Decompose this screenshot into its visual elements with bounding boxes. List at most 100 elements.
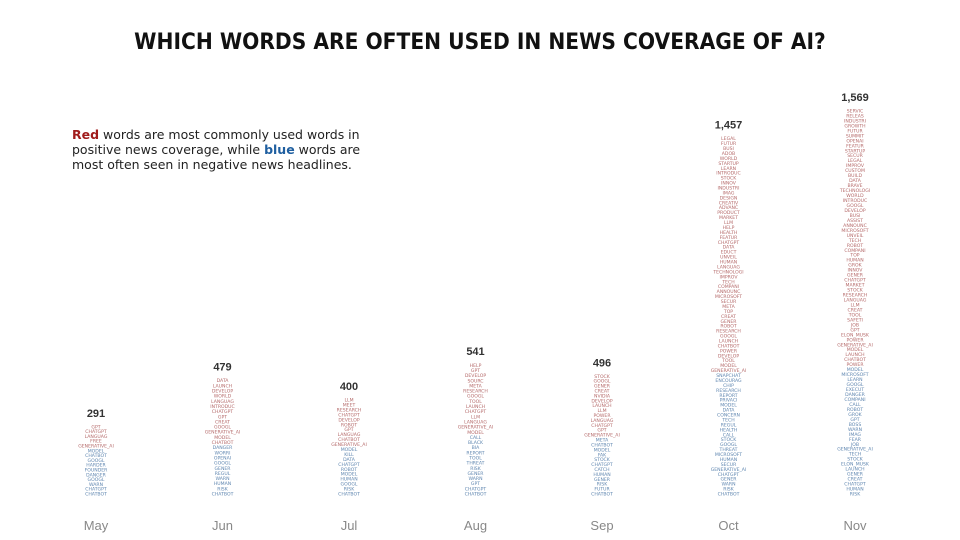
word-label: GOOGL <box>720 442 737 448</box>
word-label: WORLD <box>846 193 864 199</box>
word-label: GENERATIVE_AI <box>205 430 241 436</box>
word-label: GPT <box>471 368 480 374</box>
word-label: GENER <box>468 471 485 477</box>
word-column-aug: HELPGPTDEVELOPSOURCMETARESEARCHGOOGLTOOL… <box>458 363 494 498</box>
word-label: PRIVACI <box>720 398 738 404</box>
word-label: OPENAI <box>214 455 231 461</box>
word-label: RESEARCH <box>716 329 741 335</box>
word-label: WARN <box>215 476 229 482</box>
word-label: FOUNDER <box>85 468 108 474</box>
word-label: MODEL <box>847 347 864 353</box>
word-label: GENERATIVE_AI <box>711 467 747 473</box>
word-label: CREATIV <box>719 200 739 206</box>
word-label: GROWTH <box>844 123 865 129</box>
word-label: STOCK <box>721 437 738 443</box>
word-label: GPT <box>850 417 859 423</box>
word-label: DATA <box>723 245 736 251</box>
word-column-may: GPTCHATGPTLANGUAGFREEGENERATIVE_AIMODELC… <box>78 424 114 497</box>
word-label: GENER <box>594 384 611 390</box>
word-label: RESEARCH <box>843 293 868 299</box>
word-label: ADOB <box>722 151 735 157</box>
month-label-oct: Oct <box>718 518 739 533</box>
word-label: COMPANI <box>844 248 865 254</box>
word-label: UNVEIL <box>847 233 864 239</box>
word-label: WORRI <box>215 450 231 456</box>
word-label: GENERATIVE_AI <box>584 433 620 439</box>
word-label: CHATGPT <box>844 482 866 488</box>
word-label: SECUR <box>721 299 737 305</box>
word-label: WORLD <box>720 156 738 162</box>
word-label: GROK <box>848 263 862 269</box>
word-label: WARN <box>848 427 862 433</box>
word-label: RISK <box>344 487 355 493</box>
word-label: SOURC <box>467 378 483 384</box>
word-label: SECUR <box>721 462 737 468</box>
legend-red-word: Red <box>72 127 100 142</box>
word-label: DEVELOP <box>718 353 739 359</box>
word-label: CHATGPT <box>465 409 487 415</box>
word-label: CHATGPT <box>591 423 613 429</box>
word-label: HELP <box>723 225 735 231</box>
word-label: THREAT <box>719 447 738 453</box>
word-label: INDUSTRI <box>844 118 866 124</box>
word-label: CHATBOT <box>844 357 866 363</box>
word-label: FREE <box>90 439 102 445</box>
word-column-nov: SERVICRELEASINDUSTRIGROWTHFUTURSUMMITOPE… <box>837 108 873 497</box>
word-label: TECHNOLOGI <box>839 188 870 194</box>
word-label: GROK <box>848 412 862 418</box>
word-label: GENERATIVE_AI <box>78 444 114 450</box>
word-label: COMPANI <box>718 284 739 290</box>
word-label: ROBOT <box>847 407 863 413</box>
word-label: TOP <box>849 253 859 259</box>
word-label: ASSIST <box>847 218 863 224</box>
word-label: TOOL <box>721 358 735 364</box>
word-label: CHIP <box>723 383 734 389</box>
word-label: ANNOUNC <box>717 289 741 295</box>
word-label: POWER <box>846 337 864 343</box>
word-label: DEVELOP <box>844 208 865 214</box>
word-label: DATA <box>723 408 736 414</box>
word-label: LANGUAG <box>464 419 487 425</box>
total-label-jun: 479 <box>213 362 231 374</box>
month-label-jul: Jul <box>341 518 358 533</box>
word-column-jun: DATALAUNCHDEVELOPWORLDLANGUAGINTRODUCCHA… <box>205 378 241 497</box>
word-label: INNOV <box>721 181 737 187</box>
word-label: GOOGL <box>847 382 864 388</box>
word-label: GENER <box>215 466 232 472</box>
word-label: GPT <box>91 424 100 430</box>
word-label: EXECUT <box>846 387 865 393</box>
word-label: REGUL <box>721 422 737 428</box>
word-label: META <box>596 438 609 444</box>
word-label: CREAT <box>595 388 610 394</box>
word-label: GPT <box>471 481 480 487</box>
word-label: HUMAN <box>593 472 610 478</box>
word-label: CHATBOT <box>465 492 487 498</box>
word-label: IMPROV <box>846 163 865 169</box>
word-label: ROBOT <box>341 422 357 428</box>
word-label: RESEARCH <box>463 389 488 395</box>
word-label: OPENAI <box>846 138 863 144</box>
word-label: CHATGPT <box>338 412 360 418</box>
word-label: PRODUCT <box>717 210 740 216</box>
word-label: POWER <box>720 348 738 354</box>
word-label: HUMAN <box>846 258 863 264</box>
word-label: MODEL <box>341 447 358 453</box>
legend-blue-word: blue <box>264 142 295 157</box>
word-label: GPT <box>218 414 227 420</box>
word-label: FUTUR <box>847 128 863 134</box>
word-label: MICROSOFT <box>841 372 868 378</box>
word-label: GOOGL <box>88 458 105 464</box>
word-label: CHATGPT <box>85 487 107 493</box>
word-label: WORLD <box>214 394 232 400</box>
word-label: SUMMIT <box>846 133 865 139</box>
word-label: LANGUAG <box>85 434 108 440</box>
word-label: GOOGL <box>720 334 737 340</box>
word-label: GOOGL <box>847 203 864 209</box>
word-label: GENERATIVE_AI <box>837 342 873 348</box>
word-label: CATCH <box>594 467 609 473</box>
word-label: ELON_MUSK <box>841 332 870 338</box>
word-label: FEATUR <box>846 143 864 149</box>
word-label: MODEL <box>88 448 105 454</box>
